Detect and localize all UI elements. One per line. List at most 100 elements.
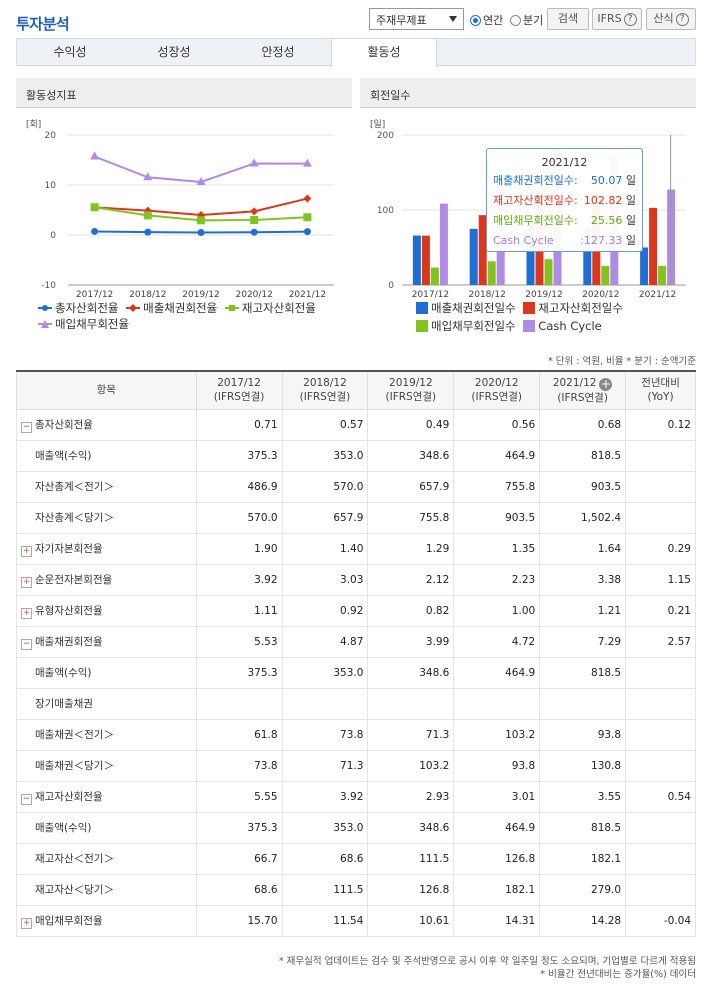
data-point[interactable] bbox=[143, 172, 153, 181]
bar[interactable] bbox=[487, 261, 496, 285]
legend-item[interactable]: 총자산회전율 bbox=[38, 300, 118, 316]
bar[interactable] bbox=[421, 235, 430, 285]
expand-icon[interactable]: + bbox=[21, 576, 32, 588]
data-point[interactable] bbox=[303, 194, 312, 203]
data-point[interactable] bbox=[197, 216, 205, 225]
table-cell: 130.8 bbox=[539, 749, 627, 782]
row-label[interactable]: + 유형자산회전율 bbox=[16, 594, 197, 627]
col-header-year: 2018/12 (IFRS연결) bbox=[281, 370, 369, 410]
col-header-year: 2017/12 (IFRS연결) bbox=[195, 370, 283, 410]
radio-annual[interactable]: 연간 bbox=[470, 12, 503, 28]
row-label-text: 재고자산회전율 bbox=[35, 790, 103, 803]
statement-type-select[interactable]: 주재무제표 bbox=[369, 8, 464, 30]
legend-label: 매출채권회전일수 bbox=[431, 301, 516, 315]
radio-quarter[interactable]: 분기 bbox=[510, 12, 543, 28]
yoy-cell: 0.12 bbox=[625, 408, 696, 441]
bar[interactable] bbox=[601, 265, 610, 285]
tooltip-value: 102.82 bbox=[583, 194, 623, 207]
yoy-cell: 0.54 bbox=[625, 780, 696, 813]
bar[interactable] bbox=[649, 207, 658, 285]
bar[interactable] bbox=[544, 259, 553, 285]
legend-item[interactable]: 매입채무회전일수 bbox=[416, 318, 516, 334]
data-point[interactable] bbox=[90, 203, 99, 212]
data-point[interactable] bbox=[90, 151, 100, 160]
collapse-icon[interactable]: − bbox=[21, 793, 32, 805]
table-cell: 0.57 bbox=[281, 408, 369, 441]
row-label[interactable]: + 매입채무회전율 bbox=[16, 904, 197, 937]
activity-ratio-heading: 활동성지표 bbox=[16, 78, 352, 108]
data-point[interactable] bbox=[250, 207, 259, 216]
data-point[interactable] bbox=[249, 158, 259, 167]
collapse-icon[interactable]: − bbox=[21, 638, 32, 650]
help-icon: ? bbox=[623, 12, 637, 26]
legend-item[interactable]: 재고자산회전일수 bbox=[523, 300, 623, 316]
table-row: − 매출채권회전율 5.53 4.87 3.99 4.72 7.29 2.57 bbox=[16, 625, 696, 658]
expand-icon[interactable]: + bbox=[21, 607, 32, 619]
row-label[interactable]: + 자기자본회전율 bbox=[16, 532, 197, 565]
search-button[interactable]: 검색 bbox=[547, 8, 589, 30]
ifrs-help-button[interactable]: IFRS? bbox=[592, 8, 642, 30]
expand-icon[interactable]: + bbox=[21, 545, 32, 557]
row-label[interactable]: − 매출채권회전율 bbox=[16, 625, 197, 658]
chart-tooltip: 2021/12 매출채권회전일수: 50.07 일 재고자산회전일수: 102.82… bbox=[486, 148, 643, 252]
bar[interactable] bbox=[439, 203, 448, 285]
table-cell: 1.00 bbox=[453, 594, 541, 627]
bar[interactable] bbox=[430, 267, 439, 285]
legend-item[interactable]: 매입채무회전율 bbox=[38, 316, 129, 332]
bar[interactable] bbox=[583, 226, 592, 285]
row-label[interactable]: + 순운전자본회전율 bbox=[16, 563, 197, 596]
table-cell: 4.72 bbox=[453, 625, 541, 658]
x-tick-label: 2018/12 bbox=[129, 290, 166, 300]
bar[interactable] bbox=[658, 265, 667, 285]
row-label-text: 유형자산회전율 bbox=[35, 604, 103, 617]
legend-item[interactable]: 매출채권회전율 bbox=[126, 300, 217, 316]
expand-icon[interactable]: + bbox=[21, 917, 32, 929]
table-cell: 0.92 bbox=[281, 594, 369, 627]
yoy-cell bbox=[625, 439, 696, 472]
table-cell: 375.3 bbox=[195, 656, 283, 689]
data-point[interactable] bbox=[143, 211, 152, 220]
table-row: 재고자산＜전기＞ 66.7 68.6 111.5 126.8 182.1 bbox=[16, 842, 696, 875]
bar[interactable] bbox=[640, 247, 649, 285]
tab-stability[interactable]: 안정성 bbox=[261, 45, 295, 59]
legend-item[interactable]: Cash Cycle bbox=[523, 318, 602, 334]
bar[interactable] bbox=[412, 235, 421, 286]
table-cell: 1.35 bbox=[453, 532, 541, 565]
data-point[interactable] bbox=[197, 229, 205, 237]
data-point[interactable] bbox=[250, 215, 259, 224]
tooltip-value: 50.07 bbox=[590, 174, 623, 187]
data-point[interactable] bbox=[250, 228, 258, 236]
data-point[interactable] bbox=[91, 227, 99, 235]
data-point[interactable] bbox=[302, 158, 312, 167]
bar[interactable] bbox=[478, 215, 487, 285]
legend-item[interactable]: 재고자산회전율 bbox=[224, 300, 316, 316]
activity-ratio-panel: 활동성지표 [회] 20 10 0 -10 2017/12 2018/12 2019/12 2… bbox=[16, 78, 352, 333]
row-label[interactable]: − 총자산회전율 bbox=[16, 408, 197, 441]
table-cell: 903.5 bbox=[453, 501, 541, 534]
table-cell: 3.38 bbox=[539, 563, 627, 596]
collapse-icon[interactable]: − bbox=[21, 421, 32, 433]
table-cell: 4.87 bbox=[281, 625, 369, 658]
table-cell: 464.9 bbox=[453, 656, 541, 689]
data-point[interactable] bbox=[303, 213, 312, 222]
table-cell: 486.9 bbox=[195, 470, 283, 503]
table-cell: 126.8 bbox=[453, 842, 541, 875]
row-label-text: 총자산회전율 bbox=[35, 418, 93, 431]
tab-profitability[interactable]: 수익성 bbox=[53, 45, 87, 59]
legend-item[interactable]: 매출채권회전일수 bbox=[416, 300, 516, 316]
bar[interactable] bbox=[469, 228, 478, 285]
tab-growth[interactable]: 성장성 bbox=[157, 45, 191, 59]
radio-quarter-dot[interactable] bbox=[510, 14, 521, 26]
formula-help-button[interactable]: 산식? bbox=[646, 8, 696, 30]
data-point[interactable] bbox=[196, 176, 206, 185]
tooltip-suffix: 일 bbox=[625, 194, 636, 207]
add-column-icon[interactable]: + bbox=[599, 376, 613, 391]
row-label: 장기매출채권 bbox=[16, 687, 197, 720]
radio-annual-dot[interactable] bbox=[470, 14, 481, 26]
col-header-year: 2019/12 (IFRS연결) bbox=[367, 370, 455, 410]
tab-activity[interactable]: 활동성 bbox=[331, 38, 437, 67]
data-point[interactable] bbox=[303, 228, 311, 236]
row-label[interactable]: − 재고자산회전율 bbox=[16, 780, 197, 813]
table-row: 매출채권＜전기＞ 61.8 73.8 71.3 103.2 93.8 bbox=[16, 718, 696, 751]
data-point[interactable] bbox=[144, 228, 152, 236]
